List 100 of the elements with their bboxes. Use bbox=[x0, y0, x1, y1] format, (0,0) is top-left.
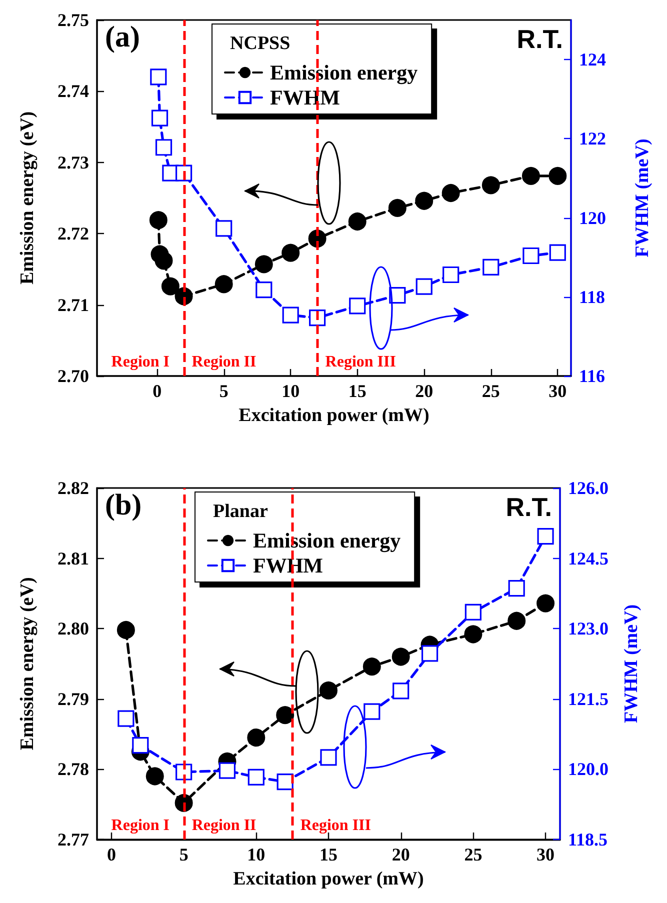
point bbox=[247, 728, 266, 747]
point bbox=[320, 681, 338, 700]
point bbox=[416, 278, 432, 295]
point bbox=[362, 658, 381, 676]
point bbox=[522, 247, 540, 264]
point bbox=[464, 604, 482, 620]
annotation: R.T. bbox=[516, 24, 564, 54]
legend-title: NCPSS bbox=[230, 33, 290, 54]
annotation: Region II bbox=[192, 354, 256, 370]
point bbox=[161, 277, 180, 296]
y-tick-label: 2.70 bbox=[58, 366, 89, 386]
y-tick-label: 2.75 bbox=[58, 10, 89, 30]
annotation: Region II bbox=[192, 817, 256, 834]
y-tick-label: 2.78 bbox=[58, 759, 89, 780]
y-tick-label: 2.80 bbox=[58, 618, 89, 639]
y2-axis-title: FWHM (meV) bbox=[632, 138, 653, 258]
point bbox=[364, 703, 380, 720]
point bbox=[248, 768, 264, 786]
x-axis-title: Excitation power (mW) bbox=[233, 868, 424, 890]
legend-label: FWHM bbox=[253, 554, 324, 578]
annotation: (a) bbox=[105, 20, 140, 54]
y2-tick-label: 122 bbox=[579, 128, 606, 149]
x-tick-label: 10 bbox=[247, 844, 266, 864]
x-tick-label: 10 bbox=[282, 381, 300, 401]
point bbox=[508, 580, 525, 597]
point bbox=[132, 737, 149, 754]
point bbox=[348, 212, 366, 230]
point bbox=[216, 220, 232, 237]
legend-label: FWHM bbox=[270, 86, 340, 110]
y2-tick-label: 120 bbox=[579, 208, 606, 228]
point bbox=[256, 281, 272, 298]
point bbox=[392, 648, 410, 666]
point bbox=[421, 645, 438, 662]
legend-label: Emission energy bbox=[270, 60, 418, 84]
point bbox=[149, 211, 168, 230]
point bbox=[146, 767, 164, 786]
y-tick-label: 2.72 bbox=[58, 224, 89, 244]
x-tick-label: 5 bbox=[179, 844, 188, 864]
x-tick-label: 0 bbox=[106, 844, 116, 864]
point bbox=[392, 682, 410, 700]
x-tick-label: 15 bbox=[320, 844, 338, 864]
annotation: Region I bbox=[111, 354, 170, 370]
point bbox=[388, 198, 406, 217]
x-tick-label: 15 bbox=[348, 381, 366, 401]
y2-tick-label: 124.5 bbox=[568, 548, 608, 568]
annotation: Region I bbox=[111, 817, 170, 834]
y2-tick-label: 116 bbox=[579, 366, 606, 386]
y2-tick-label: 126.0 bbox=[568, 478, 608, 498]
x-tick-label: 30 bbox=[548, 381, 567, 401]
legend-title: Planar bbox=[213, 501, 268, 522]
point bbox=[218, 762, 236, 779]
point bbox=[214, 275, 233, 294]
y-axis-title: Emission energy (eV) bbox=[17, 111, 38, 285]
point bbox=[320, 749, 337, 766]
point bbox=[155, 139, 172, 156]
point bbox=[536, 594, 555, 612]
x-tick-label: 0 bbox=[152, 381, 162, 401]
y-tick-label: 2.81 bbox=[58, 548, 89, 568]
y-tick-label: 2.79 bbox=[58, 688, 89, 709]
y-tick-label: 2.82 bbox=[58, 478, 89, 498]
point bbox=[118, 710, 134, 727]
point bbox=[151, 110, 168, 126]
y2-tick-label: 123.0 bbox=[568, 618, 608, 639]
point bbox=[482, 176, 500, 194]
y2-tick-label: 121.5 bbox=[568, 688, 608, 709]
point bbox=[282, 244, 300, 262]
point bbox=[282, 306, 299, 324]
y-axis-title: Emission energy (eV) bbox=[17, 577, 38, 750]
point bbox=[442, 184, 460, 202]
y-tick-label: 2.73 bbox=[58, 152, 89, 172]
annotation: R.T. bbox=[506, 492, 552, 522]
x-tick-label: 25 bbox=[482, 381, 500, 401]
legend-label: Emission energy bbox=[253, 528, 402, 552]
y-tick-label: 2.77 bbox=[58, 830, 89, 850]
y-tick-label: 2.74 bbox=[58, 81, 89, 102]
point bbox=[537, 528, 554, 545]
annotation: Region III bbox=[300, 817, 372, 834]
point bbox=[415, 192, 434, 210]
point bbox=[116, 621, 135, 639]
x-tick-label: 5 bbox=[219, 381, 228, 401]
x-tick-label: 20 bbox=[415, 381, 434, 401]
annotation: Region III bbox=[325, 354, 396, 370]
y2-axis-title: FWHM (meV) bbox=[621, 604, 642, 724]
point bbox=[349, 298, 366, 314]
y2-tick-label: 118 bbox=[579, 286, 606, 307]
point bbox=[276, 706, 294, 724]
x-tick-label: 20 bbox=[392, 844, 410, 864]
point bbox=[464, 625, 482, 644]
y-tick-label: 2.71 bbox=[58, 294, 89, 315]
y2-tick-label: 120.0 bbox=[568, 759, 608, 780]
point bbox=[549, 244, 566, 261]
point bbox=[522, 166, 540, 185]
x-tick-label: 25 bbox=[464, 844, 482, 864]
point bbox=[150, 68, 167, 86]
annotation: (b) bbox=[105, 488, 142, 522]
point bbox=[154, 252, 173, 270]
point bbox=[508, 612, 526, 630]
point bbox=[548, 166, 567, 185]
point bbox=[482, 258, 500, 276]
point bbox=[254, 255, 273, 274]
